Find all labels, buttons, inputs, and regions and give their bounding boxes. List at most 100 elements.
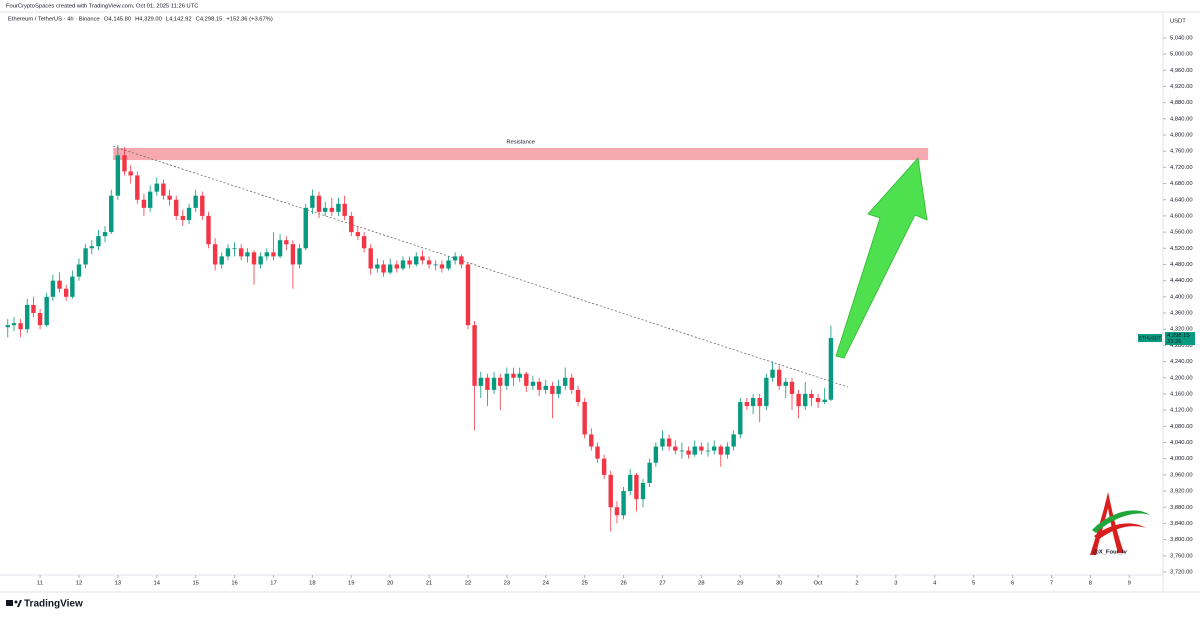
candle-body [485,377,490,390]
x-tick-label: 25 [581,581,587,587]
candle-body [212,244,218,265]
x-tick-label: 15 [192,581,198,587]
candle-body [673,446,678,451]
candle-body [640,482,646,500]
logo-swoosh [1092,510,1150,533]
y-tick-label: 4,520.00 [1170,246,1193,252]
candle-body [407,260,412,265]
candle-body [757,397,762,407]
y-tick-label: 4,360.00 [1170,311,1193,317]
candle-body [147,191,153,208]
x-tick-label: 27 [659,581,665,587]
candle-body [193,195,198,208]
price-tag-label: 4,298.15 [1167,333,1190,339]
candle-body [738,402,743,435]
candle-body [375,264,380,269]
x-tick-label: 19 [348,581,354,587]
candle-body [563,377,568,386]
candle-body [446,260,451,269]
x-tick-label: 8 [1089,581,1092,587]
y-tick-label: 3,760.00 [1170,553,1193,559]
candle-body [37,313,43,326]
candle-body [174,199,179,216]
candle-body [329,207,335,212]
candle-body [355,232,361,237]
plot: Resistance [5,139,929,532]
logo: @X_Four_Iv [1090,492,1150,556]
candle-body [465,264,471,326]
y-tick-label: 3,800.00 [1170,537,1193,543]
candle-body [219,256,224,265]
y-tick-label: 4,240.00 [1170,359,1193,365]
countdown: 33:26 [1167,339,1182,345]
candle-body [627,474,633,492]
candle-body [601,458,607,475]
candle-body [31,304,36,314]
candle-body [323,207,328,212]
resistance-label: Resistance [506,139,535,145]
candle-body [589,434,594,447]
x-tick-label: 12 [76,581,82,587]
x-tick-label: 16 [231,581,237,587]
candle-body [595,446,600,459]
y-tick-label: 4,720.00 [1170,165,1193,171]
x-tick-label: 21 [426,581,432,587]
x-tick-label: 22 [465,581,471,587]
candle-body [692,446,697,455]
brand: TradingView [6,599,83,610]
candle-body [11,323,17,326]
x-tick-label: 30 [776,581,782,587]
candle-body [439,264,445,269]
candle-body [57,280,62,289]
candle-body [310,195,315,208]
x-tick-label: 26 [620,581,626,587]
candle-body [161,183,166,196]
y-tick-label: 3,960.00 [1170,472,1193,478]
candle-body [764,377,769,407]
candle-body [89,246,95,249]
candle-body [18,323,23,330]
candle-body [225,248,231,257]
candle-body [290,244,296,265]
trendline [113,145,849,388]
candle-body [705,450,711,452]
legend-value: +152.36 (+3.67%) [226,17,272,23]
x-tick-label: 9 [1128,581,1131,587]
symbol-tag-label: ETHUSDT [1139,335,1162,341]
candle-body [368,248,373,269]
y-tick-label: 4,200.00 [1170,375,1193,381]
resistance-zone [113,147,929,161]
candle-body [679,450,685,452]
x-tick-label: 29 [737,581,743,587]
candle-body [699,446,704,451]
candle-body [271,252,276,257]
x-tick-label: 13 [115,581,121,587]
legend-value: L4,142.92 [166,17,192,23]
candle-body [284,240,289,245]
y-tick-label: 3,920.00 [1170,489,1193,495]
x-tick-label: 18 [309,581,315,587]
candle-body [387,264,393,273]
candle-body [750,397,756,407]
candle-body [342,203,347,216]
candle-body [5,325,10,328]
candle-body [96,236,101,247]
candle-body [303,207,308,249]
y-tick-label: 4,800.00 [1170,133,1193,139]
legend-value: O4,145.80 [104,17,131,23]
y-tick-label: 4,680.00 [1170,181,1193,187]
y-tick-label: 4,880.00 [1170,100,1193,106]
candle-body [414,256,419,265]
candle-body [452,256,458,261]
ohlc-legend: O4,145.80 H4,329.00 L4,142.92 C4,298.15 +152… [104,17,273,23]
x-tick-label: 23 [504,581,510,587]
candle-body [744,402,750,407]
header: FourCryptoSpaces created with TradingVie… [6,4,198,10]
candle-body [653,446,659,463]
candle-body [400,260,406,269]
y-tick-label: 4,080.00 [1170,424,1193,430]
y-tick-label: 5,040.00 [1170,35,1193,41]
candle-body [828,338,834,400]
candle-body [582,402,587,435]
y-tick-label: 3,880.00 [1170,505,1193,511]
